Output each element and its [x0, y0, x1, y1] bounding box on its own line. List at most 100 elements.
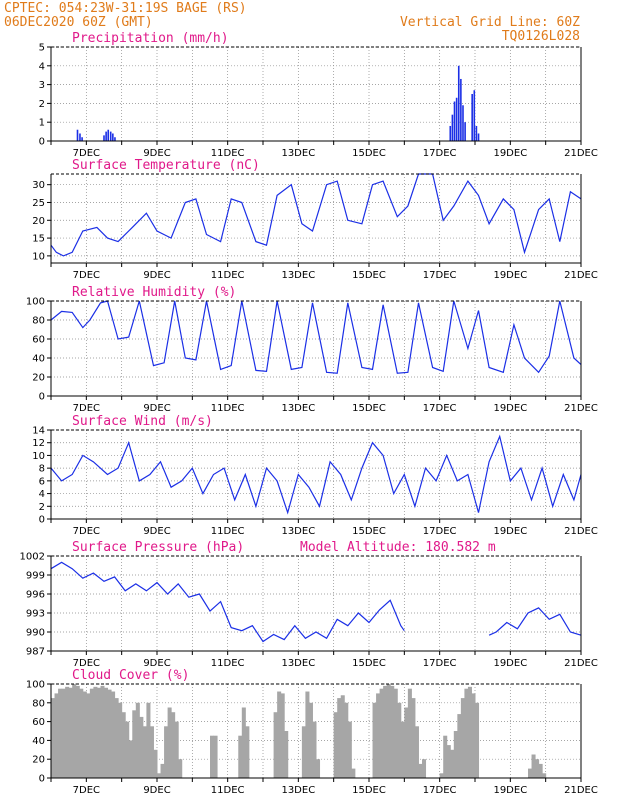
- x-tick-label: 7DEC: [73, 526, 100, 537]
- x-tick-label: 21DEC: [564, 785, 598, 796]
- y-tick-label: 993: [26, 609, 45, 620]
- x-tick-label: 21DEC: [564, 526, 598, 537]
- panel-title: Precipitation (mm/h): [72, 31, 229, 46]
- precipitation-bar: [79, 133, 81, 141]
- cloud-cover-bar: [93, 686, 98, 778]
- cloud-cover-bar: [111, 691, 116, 778]
- y-tick-label: 60: [32, 335, 45, 346]
- y-tick-label: 8: [39, 464, 45, 475]
- y-tick-label: 996: [26, 590, 45, 601]
- cloud-cover-bar: [528, 768, 533, 778]
- x-tick-label: 7DEC: [73, 148, 100, 159]
- series-line: [50, 561, 405, 643]
- cloud-cover-bar: [411, 698, 416, 778]
- cloud-cover-bar: [96, 687, 101, 778]
- cloud-cover-bar: [280, 693, 285, 778]
- cloud-cover-bar: [305, 691, 310, 778]
- cloud-cover-bar: [404, 707, 409, 778]
- y-tick-label: 25: [32, 198, 45, 209]
- x-tick-label: 19DEC: [493, 148, 527, 159]
- x-tick-label: 13DEC: [281, 785, 315, 796]
- x-tick-label: 19DEC: [493, 526, 527, 537]
- cloud-cover-bar: [241, 707, 246, 778]
- y-tick-label: 990: [26, 628, 45, 639]
- panel-title: Surface Wind (m/s): [72, 414, 213, 429]
- panel-5: Surface Pressure (hPa) Model Altitude: 18…: [20, 540, 598, 669]
- precipitation-bar: [109, 131, 112, 141]
- y-tick-label: 30: [32, 180, 45, 191]
- series-line: [50, 300, 582, 374]
- precipitation-bar: [453, 101, 456, 141]
- x-tick-label: 21DEC: [564, 658, 598, 669]
- y-tick-label: 4: [39, 61, 45, 72]
- cloud-cover-bar: [390, 685, 395, 778]
- x-tick-label: 9DEC: [143, 148, 170, 159]
- y-tick-label: 0: [39, 774, 45, 785]
- cloud-cover-bar: [277, 691, 282, 778]
- cloud-cover-bar: [171, 712, 176, 778]
- x-tick-label: 15DEC: [352, 658, 386, 669]
- cloud-cover-bar: [464, 688, 469, 778]
- series-line: [50, 434, 582, 515]
- cloud-cover-bar: [535, 759, 540, 778]
- cloud-cover-bar: [418, 763, 423, 778]
- precipitation-bar: [81, 137, 83, 141]
- x-tick-label: 21DEC: [564, 403, 598, 414]
- cloud-cover-bar: [213, 735, 218, 778]
- cloud-cover-bar: [210, 735, 215, 778]
- cloud-cover-bar: [128, 740, 133, 778]
- y-tick-label: 20: [32, 216, 45, 227]
- y-tick-label: 5: [39, 43, 45, 54]
- y-tick-label: 80: [32, 316, 45, 327]
- x-tick-label: 17DEC: [423, 403, 457, 414]
- y-tick-label: 40: [32, 354, 45, 365]
- y-tick-label: 0: [39, 137, 45, 148]
- x-tick-label: 9DEC: [143, 403, 170, 414]
- precipitation-bar: [475, 125, 478, 141]
- x-tick-label: 19DEC: [493, 785, 527, 796]
- cloud-cover-bar: [132, 710, 137, 778]
- cloud-cover-bar: [400, 721, 405, 778]
- y-tick-label: 1002: [20, 552, 45, 563]
- cloud-cover-bar: [89, 688, 94, 778]
- panel-annotation: Model Altitude: 180.582 m: [300, 540, 496, 555]
- cloud-cover-bar: [61, 688, 66, 778]
- cloud-cover-bar: [443, 735, 448, 778]
- x-tick-label: 11DEC: [211, 403, 245, 414]
- cloud-cover-bar: [72, 684, 77, 778]
- precipitation-bar: [76, 129, 79, 141]
- precipitation-bar: [464, 122, 466, 141]
- panel-title: Relative Humidity (%): [72, 285, 236, 300]
- cloud-cover-bar: [344, 702, 349, 778]
- cloud-cover-bar: [407, 688, 412, 778]
- x-tick-label: 15DEC: [352, 403, 386, 414]
- cloud-cover-bar: [475, 702, 480, 778]
- cloud-cover-bar: [351, 768, 356, 778]
- precipitation-bar: [460, 78, 462, 141]
- cloud-cover-bar: [422, 759, 427, 778]
- cloud-cover-bar: [157, 773, 162, 778]
- cloud-cover-bar: [450, 749, 455, 778]
- x-tick-label: 11DEC: [211, 270, 245, 281]
- cloud-cover-bar: [386, 684, 391, 778]
- x-tick-label: 11DEC: [211, 785, 245, 796]
- cloud-cover-bar: [383, 685, 388, 778]
- cloud-cover-bar: [68, 687, 73, 778]
- cloud-cover-bar: [467, 686, 472, 778]
- precipitation-bar: [112, 133, 114, 141]
- header-model: TQ0126L028: [502, 29, 580, 44]
- panel-2: Surface Temperature (nC) 10 15 20 25 30 7DEC 9D…: [32, 158, 598, 281]
- precipitation-bar: [105, 131, 107, 141]
- y-tick-label: 2: [39, 502, 45, 513]
- x-tick-label: 7DEC: [73, 270, 100, 281]
- x-tick-label: 17DEC: [423, 148, 457, 159]
- x-tick-label: 9DEC: [143, 526, 170, 537]
- cloud-cover-bar: [284, 731, 289, 778]
- x-tick-label: 9DEC: [143, 785, 170, 796]
- header-grid-line: Vertical Grid Line: 60Z: [400, 15, 580, 30]
- y-tick-label: 0: [39, 392, 45, 403]
- cloud-cover-bar: [118, 702, 123, 778]
- precipitation-bar: [114, 137, 116, 141]
